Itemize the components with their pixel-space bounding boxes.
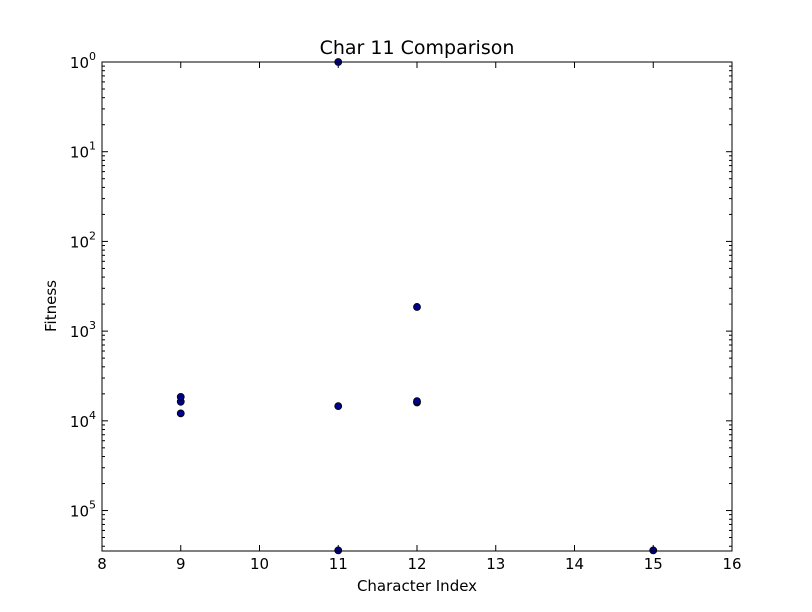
y-tick-base: 10 <box>70 233 89 251</box>
data-points <box>176 58 658 555</box>
scatter-point <box>334 402 343 410</box>
y-tick-exponent: 0 <box>89 50 96 63</box>
scatter-point <box>413 397 421 405</box>
y-tick-exponent: 2 <box>89 229 96 242</box>
y-tick-label: 105 <box>70 499 96 521</box>
x-tick-label: 15 <box>644 555 663 573</box>
y-tick-exponent: 1 <box>89 140 96 153</box>
x-tick-label: 8 <box>97 555 107 573</box>
scatter-point <box>649 546 658 555</box>
x-tick-label: 16 <box>722 555 741 573</box>
x-tick-label: 13 <box>486 555 505 573</box>
y-tick-label: 100 <box>70 50 96 72</box>
y-tick-base: 10 <box>70 54 89 72</box>
x-ticks: 8 9 10 11 12 13 14 15 16 <box>97 62 742 573</box>
y-tick-label: 102 <box>70 229 96 251</box>
x-axis-label: Character Index <box>357 577 477 595</box>
y-axis-label: Fitness <box>42 280 60 332</box>
x-tick-label: 12 <box>407 555 426 573</box>
scatter-point <box>413 303 421 311</box>
y-tick-exponent: 5 <box>89 499 96 512</box>
scatter-point <box>176 409 185 418</box>
y-tick-exponent: 3 <box>89 319 96 332</box>
y-tick-base: 10 <box>70 144 89 162</box>
x-tick-label: 9 <box>176 555 186 573</box>
y-tick-base: 10 <box>70 323 89 341</box>
x-tick-label: 14 <box>565 555 584 573</box>
y-tick-label: 103 <box>70 319 96 341</box>
scatter-point <box>176 392 185 401</box>
y-tick-base: 10 <box>70 413 89 431</box>
x-tick-label: 10 <box>250 555 269 573</box>
chart-title: Char 11 Comparison <box>320 37 515 59</box>
y-tick-exponent: 4 <box>89 409 96 422</box>
scatter-point <box>334 546 343 555</box>
y-tick-label: 104 <box>70 409 96 431</box>
plot-frame <box>101 61 733 552</box>
x-tick-label: 11 <box>329 555 348 573</box>
y-tick-label: 101 <box>70 140 96 162</box>
y-tick-base: 10 <box>70 503 89 521</box>
